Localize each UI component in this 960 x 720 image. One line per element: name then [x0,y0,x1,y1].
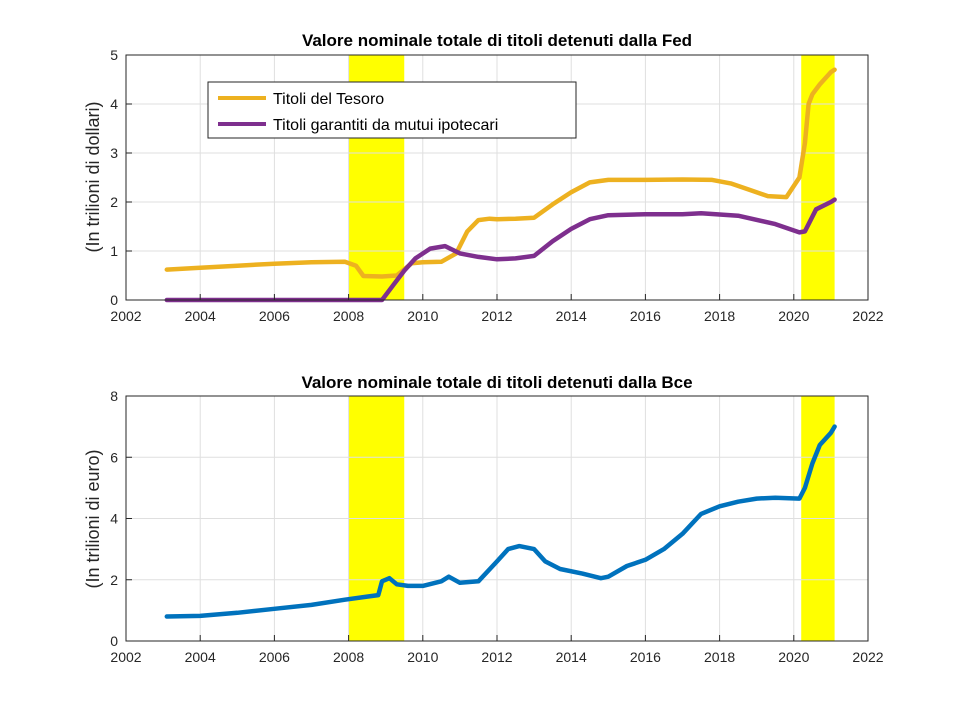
x-tick-label: 2020 [778,649,809,665]
shaded-period-1 [801,55,835,300]
legend: Titoli del Tesoro Titoli garantiti da mu… [207,81,577,139]
series-line-0 [164,424,837,619]
x-tick-label: 2022 [852,649,883,665]
x-tick-label: 2012 [481,649,512,665]
chart-title: Valore nominale totale di titoli detenut… [302,31,692,50]
y-tick-label: 2 [110,194,118,210]
x-tick-label: 2004 [185,308,216,324]
y-tick-label: 4 [110,511,118,527]
x-tick-label: 2020 [778,308,809,324]
y-axis-label: (In trilioni di euro) [83,449,103,588]
x-tick-label: 2002 [110,308,141,324]
legend-label-mbs: Titoli garantiti da mutui ipotecari [273,117,498,134]
y-tick-label: 2 [110,572,118,588]
x-tick-label: 2008 [333,308,364,324]
x-tick-label: 2014 [556,308,587,324]
y-tick-label: 1 [110,243,118,259]
chart-title: Valore nominale totale di titoli detenut… [301,373,692,392]
x-tick-label: 2014 [556,649,587,665]
y-tick-label: 0 [110,633,118,649]
x-tick-label: 2006 [259,308,290,324]
x-tick-label: 2018 [704,649,735,665]
y-tick-label: 5 [110,47,118,63]
y-tick-label: 3 [110,145,118,161]
y-tick-label: 4 [110,96,118,112]
y-tick-label: 0 [110,292,118,308]
y-axis-label: (In trilioni di dollari) [83,101,103,252]
x-tick-label: 2010 [407,649,438,665]
x-tick-label: 2022 [852,308,883,324]
x-tick-label: 2016 [630,649,661,665]
x-tick-label: 2018 [704,308,735,324]
x-tick-label: 2008 [333,649,364,665]
ecb-securities-chart: Valore nominale totale di titoli detenut… [83,373,884,665]
series-line-1 [164,197,837,303]
x-tick-label: 2002 [110,649,141,665]
legend-label-treasury: Titoli del Tesoro [273,91,384,108]
series-line-0 [164,67,837,279]
legend-box [207,81,577,139]
x-tick-label: 2012 [481,308,512,324]
y-tick-label: 6 [110,449,118,465]
fed-securities-chart: Valore nominale totale di titoli detenut… [83,31,884,324]
y-tick-label: 8 [110,388,118,404]
x-tick-label: 2004 [185,649,216,665]
x-tick-label: 2016 [630,308,661,324]
x-tick-label: 2006 [259,649,290,665]
x-tick-label: 2010 [407,308,438,324]
